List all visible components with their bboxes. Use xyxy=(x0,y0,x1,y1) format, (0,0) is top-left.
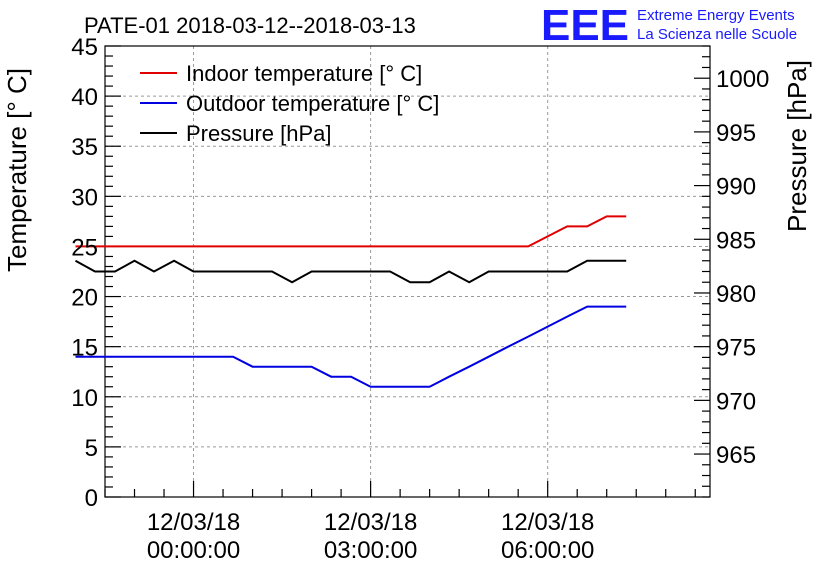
y2-tick-label: 970 xyxy=(716,388,756,415)
y2-tick-label: 980 xyxy=(716,281,756,308)
y2-tick-label: 995 xyxy=(716,120,756,147)
y-tick-label: 25 xyxy=(71,234,98,261)
series-line-2 xyxy=(75,259,627,284)
x-tick-label-date: 12/03/18 xyxy=(147,509,240,536)
grid-lines xyxy=(105,46,710,497)
y-tick-label: 45 xyxy=(71,34,98,61)
eee-logo-line1: Extreme Energy Events xyxy=(637,7,795,24)
y-tick-label: 15 xyxy=(71,335,98,362)
x-tick-label-date: 12/03/18 xyxy=(501,509,594,536)
x-tick-label-time: 03:00:00 xyxy=(324,537,417,564)
series-line-1 xyxy=(75,305,627,388)
y-tick-label: 30 xyxy=(71,184,98,211)
y-tick-label: 0 xyxy=(85,485,98,512)
series-line-0 xyxy=(75,215,627,248)
chart-title: PATE-01 2018-03-12--2018-03-13 xyxy=(84,13,416,38)
eee-logo-line2: La Scienza nelle Scuole xyxy=(637,26,797,43)
y2-tick-label: 985 xyxy=(716,227,756,254)
eee-logo: EEE Extreme Energy Events La Scienza nel… xyxy=(541,1,797,50)
y2-tick-label: 965 xyxy=(716,442,756,469)
y-tick-label: 40 xyxy=(71,84,98,111)
x-tick-label-time: 00:00:00 xyxy=(147,537,240,564)
legend-label-0: Indoor temperature [° C] xyxy=(186,61,422,86)
y-tick-label: 10 xyxy=(71,385,98,412)
legend-label-2: Pressure [hPa] xyxy=(186,121,332,146)
y-axis-title: Temperature [° C] xyxy=(2,68,32,272)
y2-tick-label: 975 xyxy=(716,335,756,362)
legend: Indoor temperature [° C] Outdoor temperat… xyxy=(140,61,439,146)
eee-logo-mark: EEE xyxy=(541,1,629,50)
y-tick-label: 5 xyxy=(85,435,98,462)
x-tick-label-time: 06:00:00 xyxy=(501,537,594,564)
series-lines xyxy=(75,215,627,388)
y-tick-label: 20 xyxy=(71,285,98,312)
y2-tick-label: 990 xyxy=(716,174,756,201)
y2-axis-title: Pressure [hPa] xyxy=(782,60,812,232)
legend-label-1: Outdoor temperature [° C] xyxy=(186,91,439,116)
y2-tick-label: 1000 xyxy=(716,66,769,93)
x-tick-label-date: 12/03/18 xyxy=(324,509,417,536)
y-tick-label: 35 xyxy=(71,134,98,161)
